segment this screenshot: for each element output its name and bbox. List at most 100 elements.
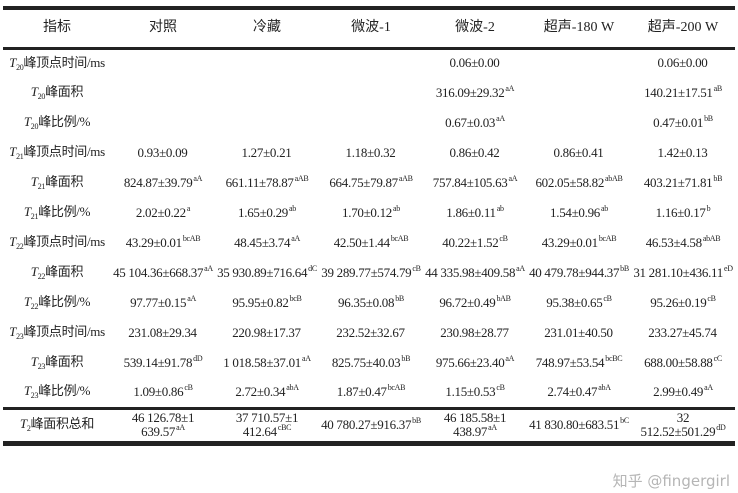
table-cell: 1.54±0.96ab <box>527 198 631 228</box>
significance-letters: dD <box>716 423 726 433</box>
cell-value: 231.08±29.34 <box>128 324 197 340</box>
cell-value: 1.16±0.17 <box>655 204 706 220</box>
row-label: T21峰比例/% <box>3 198 111 228</box>
significance-letters: aA <box>291 233 300 243</box>
row-symbol: T <box>30 353 38 369</box>
cell-value: 43.29±0.01 <box>541 234 598 250</box>
table-cell: 95.26±0.19cB <box>631 288 735 318</box>
significance-letters: aA <box>505 353 515 363</box>
row-label-text: 峰比例/% <box>38 203 91 219</box>
table-cell: 233.27±45.74 <box>631 318 735 348</box>
table-cell: 48.45±3.74aA <box>215 228 319 258</box>
table-cell: 975.66±23.40aA <box>423 348 527 378</box>
significance-letters: bB <box>401 353 411 363</box>
row-subscript: 21 <box>16 151 24 161</box>
significance-letters: ab <box>600 203 608 213</box>
table-cell: 42.50±1.44bcAB <box>319 228 423 258</box>
significance-letters: aB <box>713 83 723 93</box>
significance-letters: abA <box>286 382 299 392</box>
cell-value: 2.02±0.22 <box>135 204 186 220</box>
cell-value: 40 479.78±944.37 <box>529 264 620 280</box>
cell-value: 1.65±0.29 <box>238 204 288 220</box>
cell-value: 975.66±23.40 <box>435 354 505 370</box>
cell-value: 316.09±29.32 <box>435 84 505 100</box>
table-cell: 31 281.10±436.11eD <box>631 258 735 288</box>
table-row: T20峰比例/% 0.67±0.03aA 0.47±0.01bB <box>3 108 735 138</box>
significance-letters: dD <box>193 353 203 363</box>
table-cell <box>215 48 319 78</box>
cell-value: 46 126.78±1 639.57 <box>131 409 195 440</box>
table-cell: 96.72±0.49bAB <box>423 288 527 318</box>
row-label-text: 峰面积总和 <box>30 416 95 432</box>
table-row: T21峰面积 824.87±39.79aA 661.11±78.87aAB 664.7… <box>3 168 735 198</box>
row-symbol: T <box>23 203 31 219</box>
cell-value: 1.87±0.47 <box>336 383 387 399</box>
cell-value: 31 281.10±436.11 <box>633 264 723 280</box>
row-subscript: 22 <box>30 301 39 311</box>
table-cell: 0.67±0.03aA <box>423 108 527 138</box>
significance-letters: aAB <box>398 173 413 183</box>
row-symbol: T <box>9 233 17 249</box>
table-cell <box>111 48 215 78</box>
cell-value: 2.72±0.34 <box>235 383 286 399</box>
row-label-text: 峰面积 <box>45 263 84 279</box>
row-symbol: T <box>30 83 38 99</box>
cell-value: 1.42±0.13 <box>657 144 708 160</box>
cell-value: 32 512.52±501.29 <box>640 409 716 440</box>
row-label-text: 峰比例/% <box>38 293 91 309</box>
row-subscript: 20 <box>16 62 24 72</box>
table-cell: 96.35±0.08bB <box>319 288 423 318</box>
significance-letters: ab <box>288 203 296 213</box>
row-label: T22峰面积 <box>3 258 111 288</box>
significance-letters: bB <box>713 173 723 183</box>
cell-value: 1.09±0.86 <box>133 383 184 399</box>
cell-value: 95.26±0.19 <box>650 294 707 310</box>
row-label: T20峰比例/% <box>3 108 111 138</box>
table-cell <box>319 108 423 138</box>
row-label-text: 峰顶点时间/ms <box>23 233 105 249</box>
significance-letters: abAB <box>605 173 623 183</box>
table-cell: 1.27±0.21 <box>215 138 319 168</box>
cell-value: 40 780.27±916.37 <box>321 416 412 432</box>
table-cell <box>215 108 319 138</box>
table-row: T22峰顶点时间/ms 43.29±0.01bcAB 48.45±3.74aA 42.… <box>3 228 735 258</box>
significance-letters: abAB <box>702 233 721 243</box>
significance-letters: aA <box>301 353 311 363</box>
cell-value: 39 289.77±574.79 <box>321 264 412 280</box>
row-label: T23峰面积 <box>3 348 111 378</box>
cell-value: 96.35±0.08 <box>338 294 395 310</box>
table-cell: 825.75±40.03bB <box>319 348 423 378</box>
significance-letters: aA <box>496 113 505 123</box>
table-cell: 1.87±0.47bcAB <box>319 378 423 408</box>
table-cell: 35 930.89±716.64dC <box>215 258 319 288</box>
cell-value: 0.06±0.00 <box>657 55 708 71</box>
table-cell: 1.09±0.86cB <box>111 378 215 408</box>
cell-value: 41 830.80±683.51 <box>529 416 620 432</box>
table-cell: 0.47±0.01bB <box>631 108 735 138</box>
cell-value: 140.21±17.51 <box>644 84 713 100</box>
row-symbol: T <box>9 143 17 159</box>
row-subscript: 23 <box>30 391 39 401</box>
table-cell: 2.74±0.47abA <box>527 378 631 408</box>
table-row: T20峰面积 316.09±29.32aA 140.21±17.51aB <box>3 78 735 108</box>
significance-letters: bcB <box>289 293 302 303</box>
table-row: T23峰比例/% 1.09±0.86cB 2.72±0.34abA 1.87±0.47… <box>3 378 735 408</box>
header-control: 对照 <box>149 20 177 36</box>
row-subscript: 21 <box>37 181 46 191</box>
significance-letters: bcBC <box>605 353 623 363</box>
cell-value: 602.05±58.82 <box>535 174 605 190</box>
table-cell: 230.98±28.77 <box>423 318 527 348</box>
table-cell: 220.98±17.37 <box>215 318 319 348</box>
cell-value: 1.18±0.32 <box>345 144 396 160</box>
table-cell: 231.01±40.50 <box>527 318 631 348</box>
row-label: T2峰面积总和 <box>3 408 111 444</box>
table-cell: 46 126.78±1 639.57aA <box>111 408 215 444</box>
table-cell: 1.65±0.29ab <box>215 198 319 228</box>
table-cell: 40.22±1.52cB <box>423 228 527 258</box>
cell-value: 1.15±0.53 <box>445 383 496 399</box>
table-cell: 403.21±71.81bB <box>631 168 735 198</box>
row-subscript: 20 <box>30 121 39 131</box>
cell-value: 230.98±28.77 <box>440 324 509 340</box>
total-row: T2峰面积总和 46 126.78±1 639.57aA 37 710.57±1 4… <box>3 408 735 444</box>
table-cell: 232.52±32.67 <box>319 318 423 348</box>
